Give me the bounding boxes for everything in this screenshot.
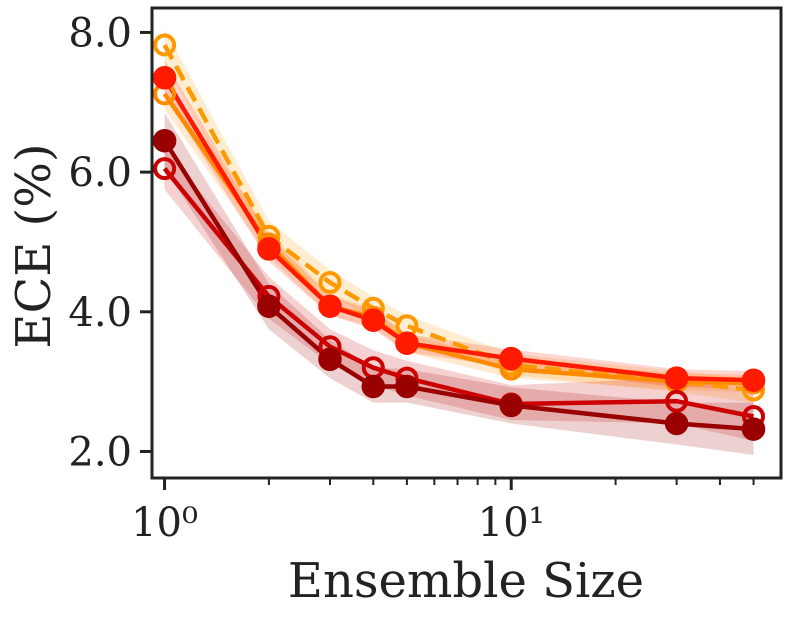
x-axis-label: Ensemble Size — [288, 553, 644, 609]
y-axis-label: ECE (%) — [6, 143, 62, 348]
point-red-filled — [318, 294, 342, 318]
x-tick-label: 10¹ — [478, 500, 545, 546]
y-tick-label: 6.0 — [68, 150, 132, 196]
point-red-filled — [499, 346, 523, 371]
series-points — [152, 33, 766, 441]
y-tick-label: 2.0 — [68, 429, 132, 475]
band-crimson-open — [164, 147, 754, 441]
series-lines — [162, 43, 754, 432]
point-red-filled — [152, 66, 177, 90]
point-darkred-filled — [395, 374, 419, 399]
point-darkred-filled — [361, 374, 386, 399]
confidence-bands — [164, 29, 754, 456]
point-crimson-open — [153, 157, 177, 181]
point-red-filled — [395, 331, 419, 355]
y-tick-label: 4.0 — [68, 290, 132, 336]
band-darkred-filled — [164, 112, 754, 456]
y-axis: 2.0 4.0 6.0 8.0 — [68, 10, 152, 475]
point-darkred-filled — [741, 417, 766, 441]
point-darkred-filled — [257, 294, 281, 318]
point-darkred-filled — [152, 128, 177, 153]
point-crimson-open — [665, 389, 689, 413]
point-orange-dashed-open — [153, 33, 177, 57]
point-darkred-filled — [664, 411, 689, 436]
point-orange-dashed-open — [318, 271, 342, 294]
point-red-filled — [741, 368, 766, 392]
point-darkred-filled — [499, 393, 523, 418]
point-red-filled — [664, 366, 689, 390]
plot-frame — [150, 6, 783, 480]
line-red-filled — [162, 76, 754, 383]
point-darkred-filled — [318, 347, 342, 372]
point-red-filled — [361, 308, 386, 332]
point-red-filled — [257, 237, 281, 261]
x-tick-label: 10⁰ — [131, 500, 198, 546]
y-tick-label: 8.0 — [68, 10, 132, 56]
x-axis: 10⁰ 10¹ — [131, 478, 755, 546]
line-darkred-filled — [162, 139, 754, 432]
